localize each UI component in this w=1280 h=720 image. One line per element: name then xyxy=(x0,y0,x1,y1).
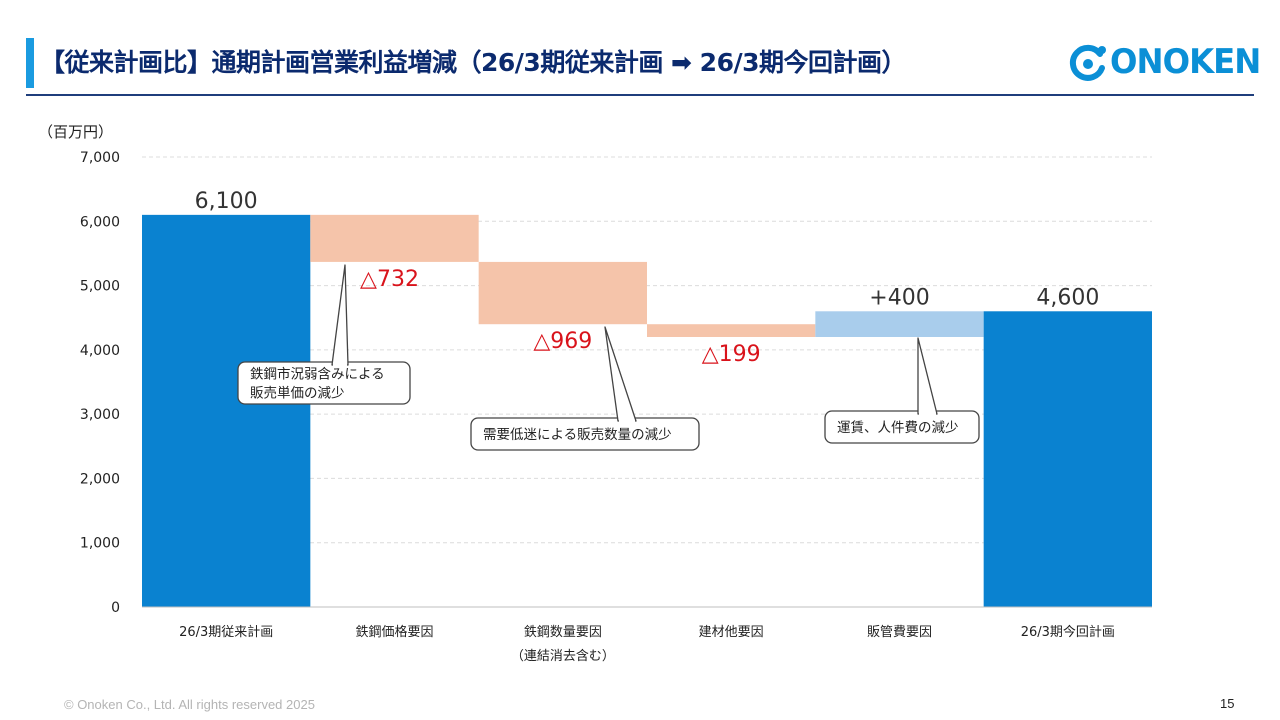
y-axis-unit-label: （百万円） xyxy=(38,123,113,141)
title-divider xyxy=(26,94,1254,96)
callout-text: 販売単価の減少 xyxy=(250,385,345,402)
y-tick-label: 7,000 xyxy=(80,150,120,166)
x-category-label: 鉄鋼数量要因 xyxy=(524,625,602,640)
x-category-label: 26/3期従来計画 xyxy=(179,624,273,640)
waterfall-bar-total xyxy=(142,214,311,607)
bar-value-label: △732 xyxy=(360,267,419,292)
waterfall-bar-increase xyxy=(815,311,984,337)
x-category-label: 販管費要因 xyxy=(867,625,932,640)
callout-box xyxy=(824,410,980,444)
bar-value-label: △969 xyxy=(533,329,592,354)
y-tick-label: 4,000 xyxy=(80,343,120,359)
onoken-logo: ONOKEN xyxy=(1066,40,1261,88)
callout-text: 運賃、人件費の減少 xyxy=(837,419,959,436)
callout-text: 鉄鋼市況弱含みによる xyxy=(250,366,385,383)
x-category-label: 鉄鋼価格要因 xyxy=(355,624,433,640)
waterfall-bar-total xyxy=(983,311,1152,607)
callout-pointer xyxy=(331,264,349,366)
y-tick-label: 1,000 xyxy=(80,536,120,552)
x-category-label: 26/3期今回計画 xyxy=(1021,624,1115,640)
annotation-callout: 需要低迷による販売数量の減少 xyxy=(470,326,700,451)
bar-value-label: 6,100 xyxy=(195,189,258,214)
y-tick-label: 6,000 xyxy=(80,214,120,230)
y-tick-label: 2,000 xyxy=(80,471,120,487)
waterfall-bar-decrease xyxy=(310,214,479,262)
x-category-label: 建材他要因 xyxy=(699,625,764,640)
x-category-sublabel: （連結消去含む） xyxy=(511,648,615,664)
bar-value-label: 4,600 xyxy=(1036,285,1099,310)
callout-box xyxy=(237,361,411,405)
title-accent-bar xyxy=(26,38,34,88)
waterfall-bar-decrease xyxy=(478,261,647,325)
callout-box xyxy=(470,417,700,451)
copyright-text: © Onoken Co., Ltd. All rights reserved 2… xyxy=(64,697,315,712)
y-tick-label: 0 xyxy=(111,600,120,616)
annotation-callout: 運賃、人件費の減少 xyxy=(824,337,980,444)
page-number: 15 xyxy=(1220,696,1235,711)
callout-pointer xyxy=(604,326,637,422)
y-tick-label: 5,000 xyxy=(80,279,120,295)
page-title: 【従来計画比】通期計画営業利益増減（26/3期従来計画 ➡ 26/3期今回計画） xyxy=(40,48,907,77)
bar-value-label: △199 xyxy=(702,342,761,367)
onoken-ring-logo-icon xyxy=(1069,44,1106,81)
y-tick-label: 3,000 xyxy=(80,407,120,423)
bar-value-label: +400 xyxy=(869,285,929,310)
waterfall-bar-decrease xyxy=(647,324,816,337)
logo-text: ONOKEN xyxy=(1110,42,1261,82)
callout-text: 需要低迷による販売数量の減少 xyxy=(483,426,672,443)
